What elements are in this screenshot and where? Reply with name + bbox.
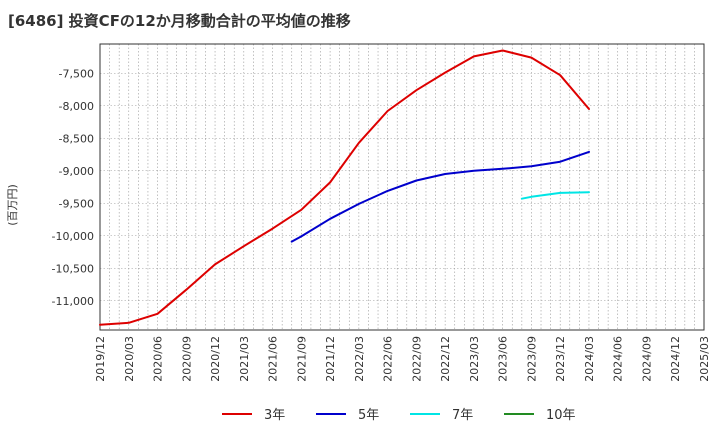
x-tick-label: 2024/03 [583, 336, 596, 382]
x-tick-label: 2023/06 [497, 336, 510, 382]
x-tick-label: 2025/03 [698, 336, 711, 382]
series-line [520, 191, 590, 200]
x-tick-label: 2023/12 [554, 336, 567, 382]
x-tick-label: 2020/09 [180, 336, 193, 382]
x-tick-label: 2022/09 [410, 336, 423, 382]
x-tick-label: 2019/12 [94, 336, 107, 382]
y-tick-label: -10,000 [52, 230, 94, 243]
x-tick-label: 2024/12 [669, 336, 682, 382]
x-tick-label: 2021/12 [324, 336, 337, 382]
y-axis-label: (百万円) [6, 184, 19, 226]
y-tick-label: -9,000 [59, 165, 94, 178]
y-tick-label: -8,500 [59, 132, 94, 145]
x-tick-label: 2021/06 [267, 336, 280, 382]
x-tick-label: 2023/09 [525, 336, 538, 382]
legend-label: 7年 [452, 408, 473, 423]
x-tick-label: 2020/03 [123, 336, 136, 382]
x-tick-label: 2023/03 [468, 336, 481, 382]
chart-title: [6486] 投資CFの12か月移動合計の平均値の推移 [8, 12, 351, 30]
series-layer [99, 49, 590, 326]
legend-label: 5年 [358, 408, 379, 423]
x-tick-label: 2021/03 [238, 336, 251, 382]
axis-layer: -11,000 -10,500 -10,000 -9,500 -9,000 -8,500 -… [52, 43, 711, 382]
x-tick-label: 2024/09 [640, 336, 653, 382]
legend-label: 3年 [264, 408, 285, 423]
y-tick-label: -10,500 [52, 262, 94, 275]
legend-label: 10年 [546, 408, 576, 423]
y-tick-label: -7,500 [59, 67, 94, 80]
x-tick-label: 2022/06 [382, 336, 395, 382]
y-tick-label: -9,500 [59, 197, 94, 210]
x-tick-label: 2020/12 [209, 336, 222, 382]
y-tick-label: -8,000 [59, 100, 94, 113]
x-tick-label: 2022/03 [353, 336, 366, 382]
series-line [290, 150, 590, 243]
series-line [99, 49, 590, 326]
plot-frame [99, 43, 705, 331]
y-tick-label: -11,000 [52, 295, 94, 308]
x-tick-label: 2021/09 [295, 336, 308, 382]
x-tick-label: 2020/06 [152, 336, 165, 382]
legend: 3年 5年 7年 10年 [222, 408, 576, 423]
x-tick-label: 2024/06 [612, 336, 625, 382]
x-tick-label: 2022/12 [439, 336, 452, 382]
